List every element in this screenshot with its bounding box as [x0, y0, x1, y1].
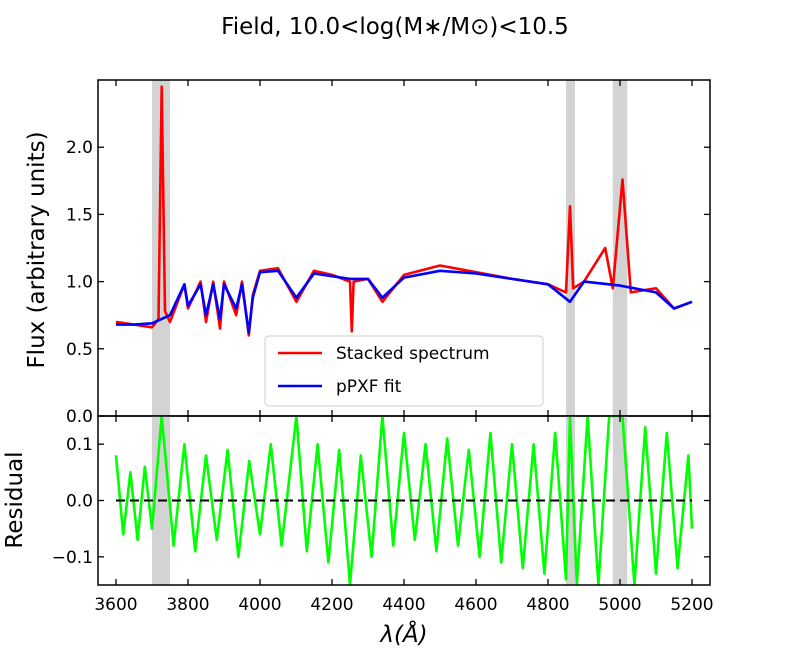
wavelength-axis-label: λ(Å) [378, 620, 427, 648]
chart-title: Field, 10.0<log(M∗/M⊙)<10.5 [221, 14, 569, 40]
flux-y-tick-label: 0.5 [66, 340, 93, 360]
flux-y-tick-label: 1.0 [66, 273, 93, 293]
residual-y-tick-label: 0.1 [66, 435, 93, 455]
flux-y-tick-label: 2.0 [66, 138, 93, 158]
wavelength-x-tick-label: 3600 [94, 595, 137, 615]
wavelength-x-tick-label: 4400 [382, 595, 425, 615]
spectrum-panel: 0.0 0.5 1.0 1.5 2.0 Flux (arbitrary units) S… [24, 79, 711, 427]
line-residual [114, 416, 694, 585]
legend-label-stacked: Stacked spectrum [336, 344, 490, 364]
residual-y-tick-label: −0.1 [52, 548, 93, 568]
residual-axis-label: Residual [2, 451, 28, 548]
residual-series [114, 416, 694, 585]
flux-y-tick-label: 1.5 [66, 205, 93, 225]
residual-y-ticks: −0.1 0.0 0.1 [52, 435, 710, 568]
wavelength-x-tick-label: 4600 [454, 595, 497, 615]
wavelength-x-tick-label: 4800 [526, 595, 569, 615]
masked-region-top-3 [612, 80, 628, 416]
spectrum-x-ticks [115, 80, 693, 416]
line-ppxf-fit [116, 269, 693, 335]
legend-box [264, 335, 544, 407]
flux-axis-label: Flux (arbitrary units) [24, 131, 50, 368]
legend-label-ppxf: pPXF fit [336, 377, 402, 397]
masked-region-top-1 [152, 80, 170, 416]
spectrum-series [115, 85, 693, 337]
wavelength-x-tick-label: 5200 [670, 595, 713, 615]
spectrum-y-ticks: 0.0 0.5 1.0 1.5 2.0 [66, 138, 710, 427]
residual-panel: −0.1 0.0 0.1 3600 3800 4000 4200 4400 4600 4800 5… [2, 415, 714, 648]
wavelength-x-tick-label: 5000 [598, 595, 641, 615]
flux-y-tick-label: 0.0 [66, 407, 93, 427]
wavelength-x-tick-label: 3800 [166, 595, 209, 615]
wavelength-x-tick-label: 4200 [310, 595, 353, 615]
residual-y-tick-label: 0.0 [66, 492, 93, 512]
residual-x-ticks: 3600 3800 4000 4200 4400 4600 4800 5000 5200 [94, 416, 714, 615]
legend: Stacked spectrum pPXF fit [264, 335, 544, 407]
wavelength-x-tick-label: 4000 [238, 595, 281, 615]
